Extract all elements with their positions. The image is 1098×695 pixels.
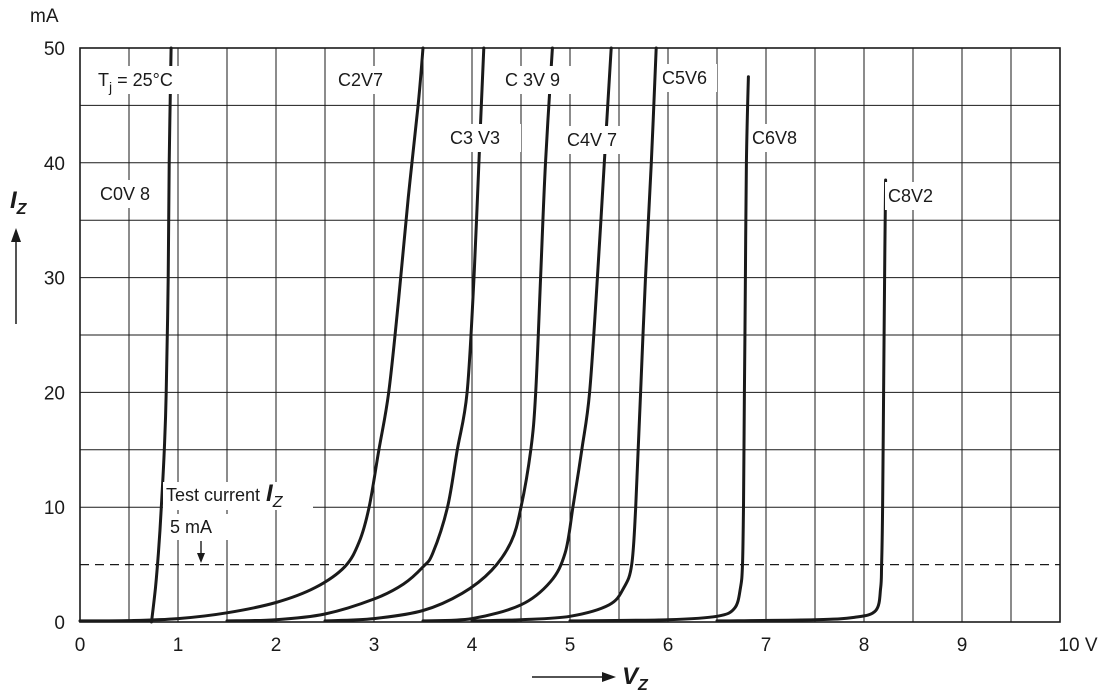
label-c39-bg (502, 66, 572, 94)
label-c82-bg (885, 182, 943, 210)
y-axis-unit: mA (30, 6, 59, 27)
y-tick-labels: 0 10 20 30 40 50 (44, 39, 65, 634)
x-tick-label: 7 (761, 635, 772, 656)
y-tick-label: 20 (44, 383, 65, 404)
y-axis-label: IZ (10, 187, 28, 218)
x-axis-label: VZ (622, 663, 649, 694)
temperature-value: = 25°C (112, 70, 173, 90)
test-current-var: I (266, 480, 274, 507)
x-tick-label: 5 (565, 635, 576, 656)
x-tick-label: 1 (173, 635, 184, 656)
label-c33-bg (447, 124, 521, 152)
test-current-text: Test current (166, 485, 260, 505)
test-current-arrow (197, 541, 205, 563)
series-line-c3v9 (323, 46, 554, 623)
series-line-c3v3 (225, 46, 486, 623)
x-tick-label: 8 (859, 635, 870, 656)
series-line-c4v7 (421, 46, 613, 623)
x-tick-label: 2 (271, 635, 282, 656)
test-current-value: 5 mA (170, 517, 212, 537)
temperature-t: T (98, 70, 109, 90)
x-tick-label: 9 (957, 635, 968, 656)
y-axis-arrow (11, 228, 21, 324)
label-c5v6: C5V6 (662, 68, 707, 88)
y-tick-label: 50 (44, 39, 65, 60)
label-c3v9: C 3V 9 (505, 70, 560, 90)
label-c0v8: C0V 8 (100, 184, 150, 204)
x-axis-subscript: Z (637, 677, 649, 694)
label-c68-bg (749, 124, 807, 152)
label-c47-bg (564, 126, 628, 154)
label-c6v8: C6V8 (752, 128, 797, 148)
test-current-label-bg (163, 482, 313, 510)
x-tick-labels: 0 1 2 3 4 5 6 7 8 9 10 V (75, 635, 1098, 656)
temperature-label: Tj = 25°C (98, 70, 173, 95)
label-c2v7: C2V7 (338, 70, 383, 90)
y-axis-var: I (10, 187, 18, 214)
y-tick-label: 30 (44, 269, 65, 290)
series-line-c6v8 (568, 75, 750, 623)
y-axis-subscript: Z (16, 201, 28, 218)
label-c3v3: C3 V3 (450, 128, 500, 148)
series-curves (78, 46, 888, 624)
minor-gridlines (80, 48, 1060, 622)
temperature-sub: j (108, 79, 112, 95)
test-current-sub: Z (272, 494, 284, 511)
x-tick-label: 3 (369, 635, 380, 656)
test-current-value-bg (168, 514, 228, 540)
series-line-c0v8 (150, 46, 173, 624)
label-c8v2: C8V2 (888, 186, 933, 206)
label-c4v7: C4V 7 (567, 130, 617, 150)
x-axis-var: V (622, 663, 640, 690)
y-tick-label: 40 (44, 154, 65, 175)
x-tick-label: 10 V (1058, 635, 1097, 656)
series-line-c5v6 (470, 46, 658, 623)
x-tick-label: 4 (467, 635, 478, 656)
x-tick-label: 6 (663, 635, 674, 656)
x-tick-label: 0 (75, 635, 86, 656)
test-current-label: Test current IZ (166, 480, 284, 511)
temperature-label-bg (96, 66, 194, 94)
series-line-c2v7 (78, 46, 425, 623)
y-tick-label: 0 (54, 613, 65, 634)
y-tick-label: 10 (44, 498, 65, 519)
series-line-c8v2 (715, 178, 888, 623)
label-c08-bg (97, 180, 159, 208)
x-axis-arrow (532, 672, 616, 682)
label-c56-bg (659, 64, 717, 92)
label-c27-bg (335, 66, 397, 94)
